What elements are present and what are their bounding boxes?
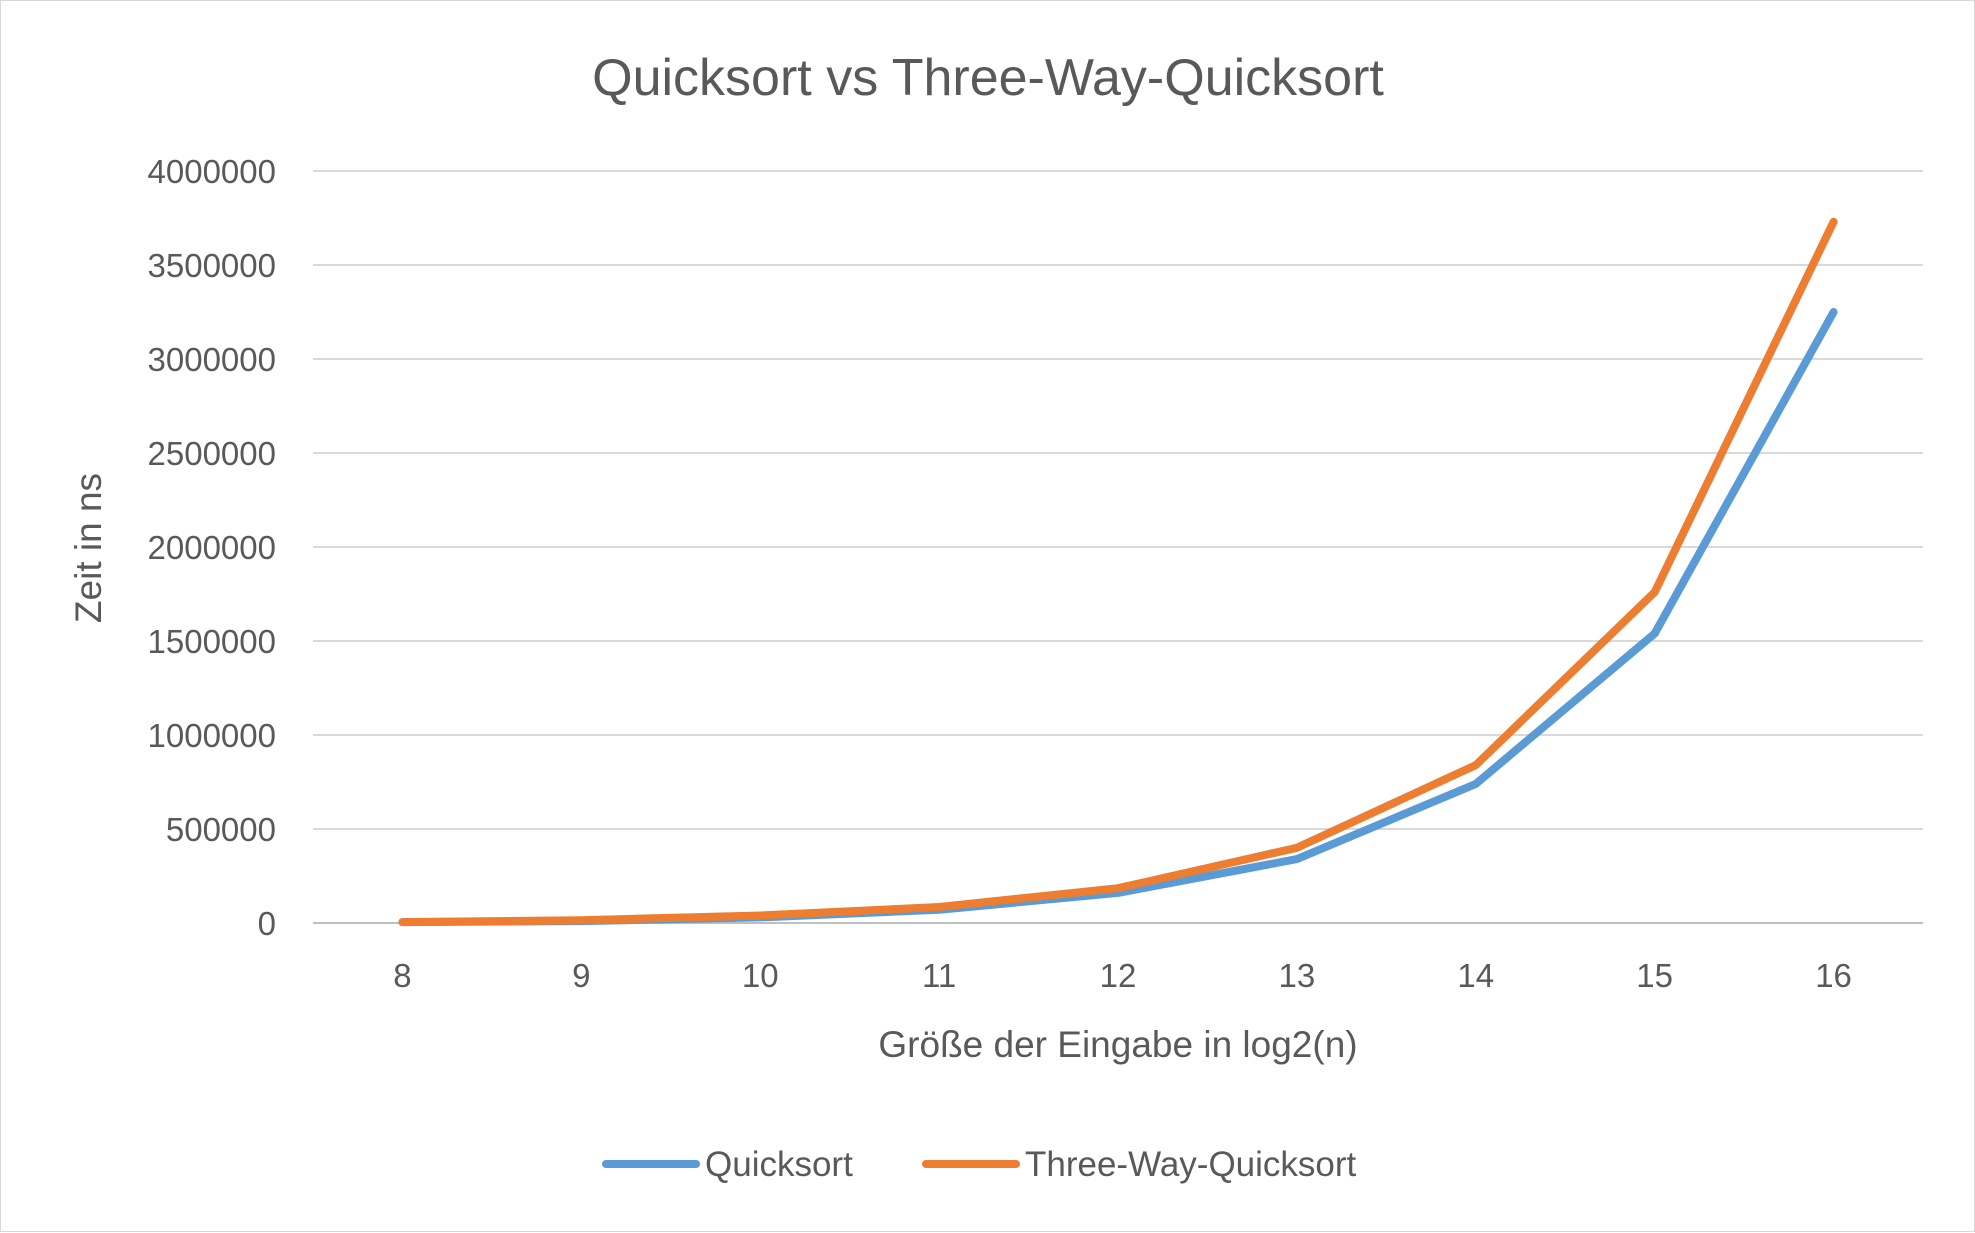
y-tick-label: 0 [258,905,276,942]
y-tick-label: 3500000 [148,247,276,284]
y-tick-label: 3000000 [148,341,276,378]
x-tick-label: 14 [1457,957,1494,994]
y-tick-label: 500000 [166,811,276,848]
legend-label: Quicksort [705,1145,853,1184]
y-axis-label: Zeit in ns [68,473,109,623]
x-tick-label: 8 [393,957,411,994]
y-tick-label: 1000000 [148,717,276,754]
series-lines [398,217,1838,927]
legend: Quicksort Three-Way-Quicksort [602,1145,1357,1184]
x-tick-label: 15 [1636,957,1673,994]
x-tick-label: 11 [922,957,956,994]
chart-title: Quicksort vs Three-Way-Quicksort [592,49,1384,107]
y-tick-label: 1500000 [148,623,276,660]
y-tick-label: 4000000 [148,153,276,190]
x-tick-label: 12 [1100,957,1137,994]
x-tick-label: 13 [1279,957,1316,994]
legend-label: Three-Way-Quicksort [1025,1145,1357,1184]
x-tick-label: 10 [742,957,779,994]
y-tick-label: 2000000 [148,529,276,566]
gridlines [313,170,1923,924]
x-tick-label: 9 [572,957,590,994]
y-tick-label: 2500000 [148,435,276,472]
x-axis-label: Größe der Eingabe in log2(n) [878,1024,1357,1065]
series-line-quicksort [398,308,1838,927]
x-tick-label: 16 [1815,957,1852,994]
series-line-three-way-quicksort [398,217,1838,927]
y-axis-ticks: 0 500000 1000000 1500000 2000000 2500000 30000… [148,153,276,942]
x-axis-ticks: 8 9 10 11 12 13 14 15 16 [393,957,1852,994]
